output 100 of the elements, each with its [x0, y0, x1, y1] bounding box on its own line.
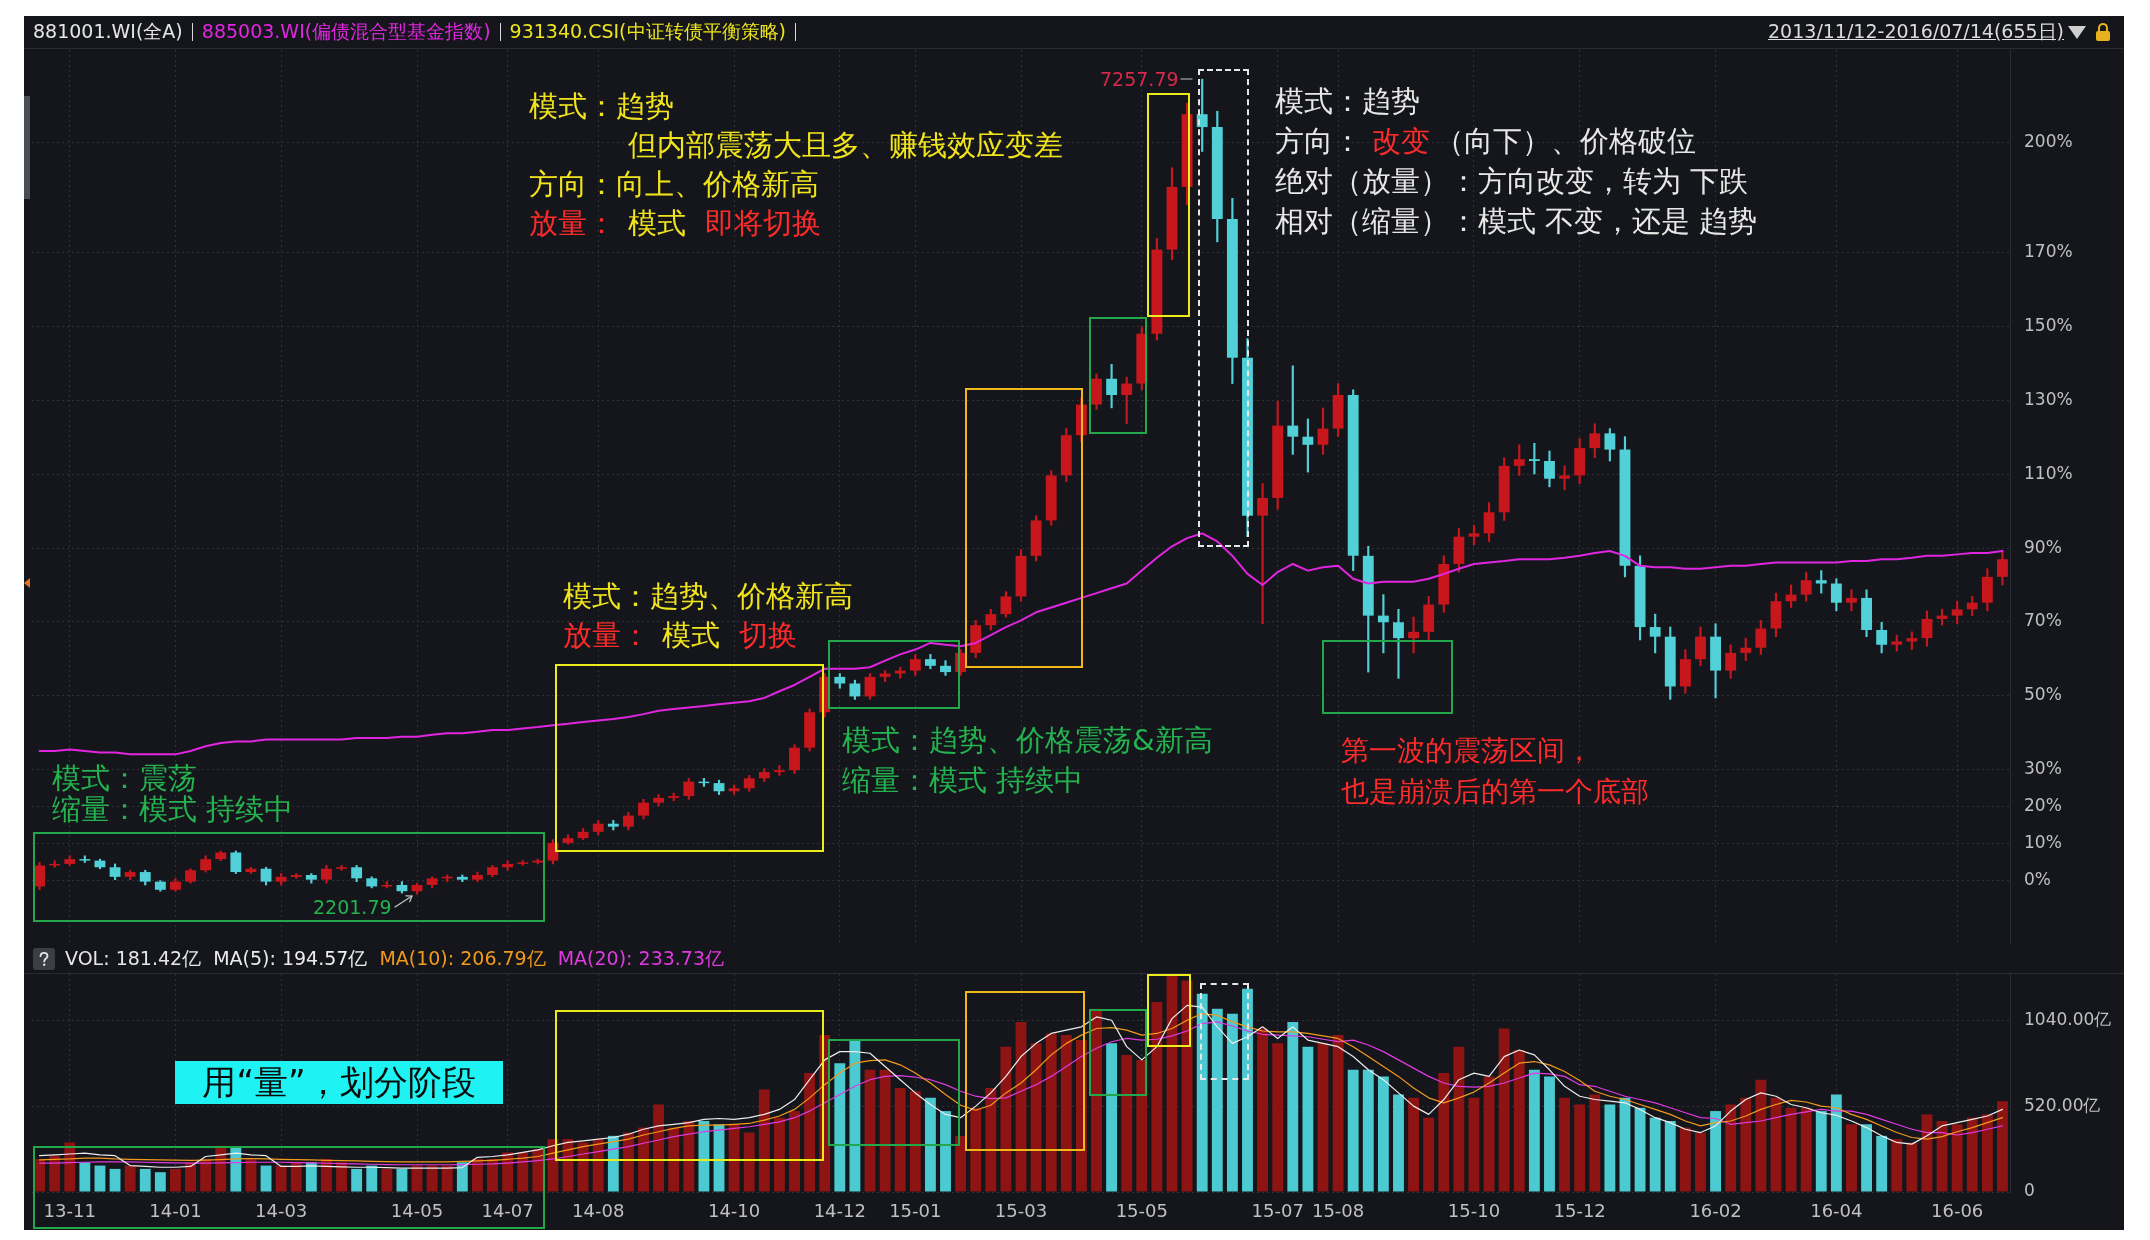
text: MA(10): 206.79亿 — [379, 945, 546, 971]
bar — [124, 1165, 136, 1192]
bar — [1740, 1097, 1752, 1192]
bar — [834, 1063, 846, 1192]
bar — [985, 1087, 997, 1192]
x-tick-label: 16-04 — [1810, 1200, 1863, 1222]
x-tick-label: 15-08 — [1311, 1200, 1365, 1222]
y-tick-label: 50% — [2024, 684, 2062, 705]
bar — [940, 1111, 951, 1192]
bar — [321, 1158, 332, 1192]
bar — [1695, 1132, 1706, 1192]
y-tick-label: 130% — [2024, 388, 2073, 409]
x-tick-label: 16-02 — [1689, 1200, 1742, 1222]
annotation: 模式 — [628, 204, 686, 242]
bar — [1453, 1046, 1465, 1192]
bar — [1574, 1104, 1586, 1192]
x-tick-label: 15-07 — [1251, 1200, 1304, 1222]
bar — [1438, 1073, 1450, 1192]
bar — [456, 1162, 468, 1192]
x-tick-label: 15-12 — [1553, 1200, 1606, 1222]
x-tick-label: 14-10 — [707, 1200, 761, 1222]
bar — [1242, 988, 1253, 1192]
bar — [1544, 1076, 1555, 1192]
bar — [1785, 1107, 1797, 1192]
bar — [743, 1132, 755, 1192]
x-tick-label: 15-03 — [994, 1200, 1048, 1222]
bar — [1861, 1124, 1872, 1192]
x-tick-label: 14-05 — [390, 1200, 444, 1222]
bar — [789, 1111, 800, 1192]
bar — [1846, 1124, 1857, 1192]
bar — [366, 1165, 378, 1192]
y-tick-label: 0% — [2024, 868, 2051, 889]
bar — [804, 1073, 816, 1192]
bar — [1604, 1104, 1616, 1192]
bar — [1362, 1069, 1374, 1192]
annotation: 放量： — [563, 616, 650, 654]
bar — [1770, 1097, 1782, 1192]
bar — [336, 1162, 347, 1192]
bar — [1181, 980, 1193, 1192]
x-tick-label: 14-08 — [572, 1200, 625, 1222]
annotation: 也是崩溃后的第一个底部 — [1341, 773, 1649, 810]
bar — [109, 1168, 121, 1192]
bar — [970, 1107, 982, 1192]
bar — [1664, 1120, 1676, 1192]
annotation: 缩量：模式 持续中 — [842, 762, 1084, 799]
bar — [1060, 1035, 1072, 1192]
annotation: 但内部震荡大且多、赚钱效应变差 — [628, 126, 1063, 164]
x-tick-label: 15-10 — [1447, 1200, 1501, 1222]
candlestick — [940, 660, 951, 676]
y-tick-label: 70% — [2024, 610, 2062, 631]
annotation: 方向：向上、价格新高 — [529, 165, 819, 203]
bar — [49, 1155, 61, 1192]
bar — [1710, 1111, 1721, 1192]
y-tick-label: 0 — [2024, 1180, 2035, 1201]
bar — [1906, 1142, 1918, 1192]
y-tick-label: 20% — [2024, 794, 2062, 815]
bar — [1332, 1035, 1344, 1192]
bar — [1317, 1043, 1329, 1192]
annotation: 用“量”，划分阶段 — [175, 1061, 503, 1104]
bar — [1483, 1076, 1495, 1192]
text: MA(5): 194.57亿 — [213, 945, 368, 971]
annotation: 模式：趋势、价格新高 — [563, 577, 853, 615]
y-tick-label: 170% — [2024, 241, 2073, 262]
bar — [683, 1120, 695, 1192]
bar — [290, 1162, 302, 1192]
bar — [1272, 1043, 1284, 1192]
x-tick-label: 14-07 — [481, 1200, 534, 1222]
annotation: 模式：趋势 — [529, 87, 674, 125]
annotation: （向下）、价格破位 — [1435, 123, 1696, 160]
bar — [1030, 1043, 1042, 1192]
bar — [426, 1165, 438, 1192]
bar — [879, 1069, 891, 1192]
bar — [1830, 1094, 1842, 1192]
y-tick-label: 110% — [2024, 462, 2073, 483]
bar — [622, 1132, 634, 1192]
y-tick-label: 200% — [2024, 130, 2073, 151]
bar — [1559, 1097, 1571, 1192]
bar — [1528, 1069, 1540, 1192]
bar — [245, 1158, 257, 1192]
bar — [1755, 1079, 1767, 1192]
bar — [1981, 1114, 1993, 1192]
bar — [487, 1158, 498, 1192]
bar — [471, 1158, 483, 1192]
y-tick-label: 30% — [2024, 757, 2062, 778]
bar — [1649, 1117, 1661, 1192]
bar — [924, 1097, 936, 1192]
bar — [1151, 1002, 1163, 1192]
bar — [1619, 1097, 1631, 1192]
bar — [773, 1117, 785, 1192]
annotation: 放量： — [529, 204, 616, 242]
annotation: 2201.79 — [313, 896, 392, 918]
annotation: 改变 — [1372, 123, 1430, 160]
bar — [1393, 1094, 1404, 1192]
bar — [351, 1168, 363, 1192]
bar — [1211, 1008, 1223, 1192]
bar — [1634, 1107, 1646, 1192]
y-tick-label: 90% — [2024, 536, 2062, 557]
bar — [909, 1091, 921, 1192]
bar — [1287, 1021, 1299, 1192]
bar — [638, 1127, 649, 1192]
